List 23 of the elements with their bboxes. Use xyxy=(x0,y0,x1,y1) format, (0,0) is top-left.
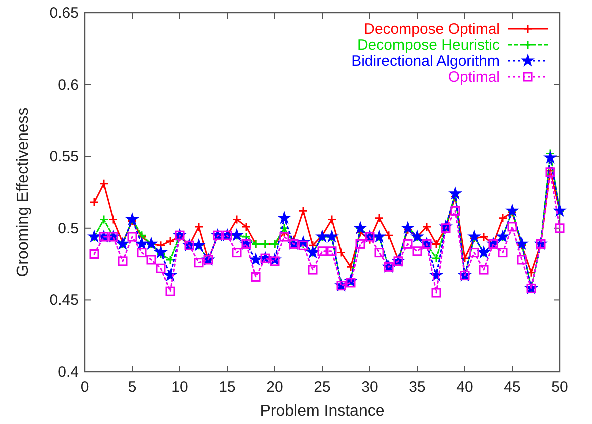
x-tick-label: 30 xyxy=(362,379,378,396)
legend-label: Bidirectional Algorithm xyxy=(352,53,500,70)
y-tick-label: 0.6 xyxy=(58,76,79,94)
y-tick-label: 0.45 xyxy=(50,292,79,310)
x-tick-label: 40 xyxy=(456,379,474,396)
x-tick-label: 20 xyxy=(266,379,284,396)
x-tick-label: 10 xyxy=(172,379,188,396)
legend-label: Optimal xyxy=(448,69,500,86)
x-tick-label: 15 xyxy=(219,379,236,396)
x-axis-title: Problem Instance xyxy=(260,403,385,420)
y-tick-label: 0.5 xyxy=(58,220,79,238)
x-tick-label: 0 xyxy=(80,379,90,396)
x-tick-label: 45 xyxy=(504,379,521,396)
legend-label: Decompose Optimal xyxy=(364,21,500,38)
x-tick-label: 25 xyxy=(314,379,331,396)
x-tick-label: 5 xyxy=(128,379,137,396)
x-tick-label: 50 xyxy=(552,379,568,396)
y-tick-label: 0.4 xyxy=(58,364,79,381)
y-axis-title: Grooming Effectiveness xyxy=(15,108,32,278)
x-tick-label: 35 xyxy=(409,379,426,396)
y-tick-label: 0.55 xyxy=(50,148,79,166)
legend-label: Decompose Heuristic xyxy=(357,37,500,54)
y-tick-label: 0.65 xyxy=(50,5,79,22)
